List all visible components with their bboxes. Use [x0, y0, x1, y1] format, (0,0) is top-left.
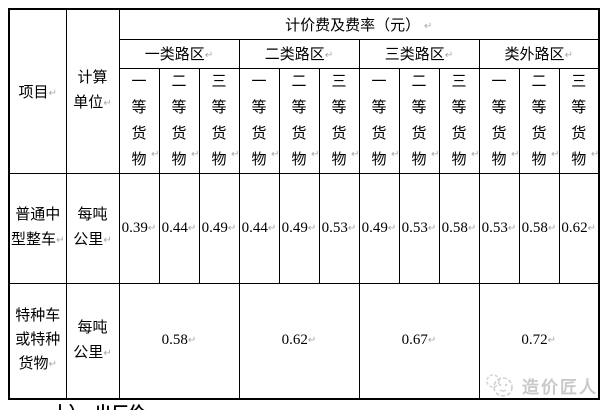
return-mark: ↵ — [103, 347, 112, 359]
row-ordinary-unit: 每吨 公里↵ — [65, 172, 120, 284]
return-mark: ↵ — [307, 222, 317, 234]
item-header-label: 项目 — [18, 84, 49, 101]
rate-cell-special: 0.62↵ — [238, 282, 360, 400]
return-mark: ↵ — [431, 148, 439, 160]
rate-cell: 0.39↵ — [118, 172, 160, 284]
return-mark: ↵ — [547, 335, 557, 347]
return-mark: ↵ — [187, 222, 197, 234]
mascot-icon — [483, 372, 517, 398]
row-special-item: 特种车 或特种 货物↵ — [8, 282, 67, 400]
return-mark: ↵ — [467, 222, 477, 234]
return-mark: ↵ — [151, 148, 159, 160]
return-mark: ↵ — [48, 359, 57, 371]
watermark-text: 造价匠人 — [522, 377, 598, 397]
return-mark: ↵ — [187, 335, 197, 347]
unit-header-line2: 单位↵ — [73, 95, 112, 112]
grade-header-z3-g1: 一等货物 ↵ — [358, 67, 400, 174]
watermark: 造价匠人 — [483, 372, 598, 398]
return-mark: ↵ — [427, 335, 437, 347]
return-mark: ↵ — [103, 235, 112, 246]
fee-title-cell: 计价费及费率（元） ↵ — [118, 8, 600, 40]
return-mark: ↵ — [511, 148, 519, 160]
grade-header-z2-g2: 二等货物 ↵ — [278, 67, 320, 174]
return-mark: ↵ — [231, 148, 239, 160]
rate-cell-special: 0.58↵ — [118, 282, 240, 400]
zone-header-1: 一类路区↵ — [118, 38, 240, 69]
return-mark: ↵ — [427, 222, 437, 234]
return-mark: ↵ — [590, 148, 599, 160]
return-mark: ↵ — [56, 235, 65, 246]
rate-cell: 0.49↵ — [278, 172, 320, 284]
freight-rate-table: 项目↵ 计算 单位↵ 计价费及费率（元） ↵ 一类路区↵ 二类路区↵ 三类路区↵… — [8, 8, 600, 400]
grade-header-z1-g2: 二等货物 ↵ — [158, 67, 200, 174]
return-mark: ↵ — [103, 98, 112, 110]
return-mark: ↵ — [471, 148, 479, 160]
return-mark: ↵ — [204, 50, 214, 61]
rate-cell: 0.53↵ — [398, 172, 440, 284]
fee-title-label: 计价费及费率（元） — [285, 17, 421, 34]
clipped-footer-text: 十）、出厂价 — [52, 399, 146, 410]
rate-cell: 0.58↵ — [518, 172, 560, 284]
grade-header-z3-g3: 三等货物 ↵ — [438, 67, 480, 174]
grade-header-z1-g1: 一等货物 ↵ — [118, 67, 160, 174]
zone-header-4: 类外路区↵ — [478, 38, 600, 69]
grade-header-z1-g3: 三等货物 ↵ — [198, 67, 240, 174]
grade-header-z4-g3: 三等货物 ↵ — [558, 67, 600, 174]
row-ordinary-item: 普通中 型整车↵ — [8, 172, 67, 284]
return-mark: ↵ — [271, 148, 279, 160]
return-mark: ↵ — [444, 50, 454, 61]
return-mark: ↵ — [551, 148, 559, 160]
return-mark: ↵ — [387, 222, 397, 234]
unit-header-cell: 计算 单位↵ — [65, 8, 120, 174]
grade-header-z4-g2: 二等货物 ↵ — [518, 67, 560, 174]
return-mark: ↵ — [311, 148, 319, 160]
item-header-cell: 项目↵ — [8, 8, 67, 174]
return-mark: ↵ — [587, 222, 597, 234]
rate-cell: 0.44↵ — [238, 172, 280, 284]
return-mark: ↵ — [324, 50, 334, 61]
rate-cell: 0.44↵ — [158, 172, 200, 284]
grade-header-z2-g3: 三等货物 ↵ — [318, 67, 360, 174]
rate-cell: 0.53↵ — [478, 172, 520, 284]
return-mark: ↵ — [267, 222, 277, 234]
rate-cell: 0.58↵ — [438, 172, 480, 284]
return-mark: ↵ — [564, 50, 573, 61]
zone-header-3: 三类路区↵ — [358, 38, 480, 69]
rate-cell: 0.62↵ — [558, 172, 600, 284]
return-mark: ↵ — [423, 20, 433, 32]
return-mark: ↵ — [507, 222, 517, 234]
rate-cell: 0.49↵ — [198, 172, 240, 284]
grade-header-z3-g2: 二等货物 ↵ — [398, 67, 440, 174]
zone-header-2: 二类路区↵ — [238, 38, 360, 69]
return-mark: ↵ — [147, 222, 157, 234]
return-mark: ↵ — [351, 148, 359, 160]
rate-cell-special: 0.67↵ — [358, 282, 480, 400]
rate-cell: 0.49↵ — [358, 172, 400, 284]
return-mark: ↵ — [191, 148, 199, 160]
return-mark: ↵ — [347, 222, 357, 234]
rate-cell: 0.53↵ — [318, 172, 360, 284]
return-mark: ↵ — [48, 87, 57, 99]
return-mark: ↵ — [227, 222, 237, 234]
return-mark: ↵ — [391, 148, 399, 160]
return-mark: ↵ — [547, 222, 557, 234]
grade-header-z2-g1: 一等货物 ↵ — [238, 67, 280, 174]
return-mark: ↵ — [307, 335, 317, 347]
unit-header-line1: 计算 — [77, 70, 108, 87]
grade-header-z4-g1: 一等货物 ↵ — [478, 67, 520, 174]
row-special-unit: 每吨 公里↵ — [65, 282, 120, 400]
